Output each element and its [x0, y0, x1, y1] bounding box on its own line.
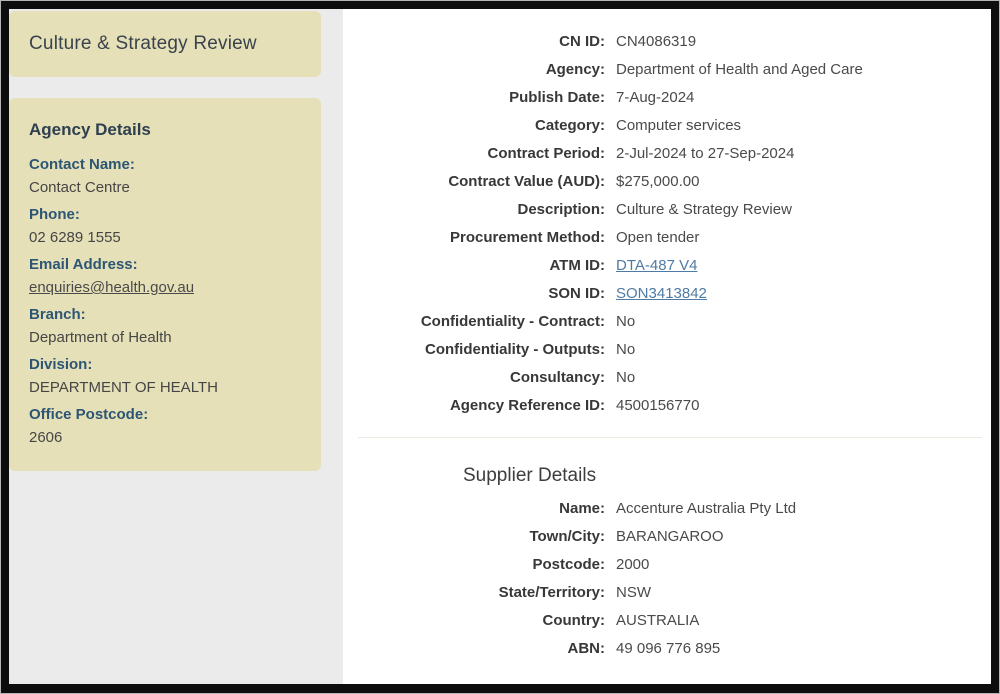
detail-value: 7-Aug-2024	[616, 89, 695, 106]
detail-row: Agency: Department of Health and Aged Ca…	[343, 56, 991, 84]
detail-label: Agency:	[545, 61, 605, 78]
detail-label: Contract Period:	[487, 145, 605, 162]
sidebar: Culture & Strategy Review Agency Details…	[9, 9, 343, 684]
agency-field-label: Division:	[29, 356, 93, 373]
agency-field-value: enquiries@health.gov.au	[29, 278, 301, 297]
detail-value: AUSTRALIA	[616, 612, 700, 629]
detail-value: 49 096 776 895	[616, 640, 721, 657]
agency-details-heading: Agency Details	[29, 120, 151, 139]
detail-label: Town/City:	[529, 528, 605, 545]
detail-value: SON3413842	[605, 280, 707, 308]
detail-row: Contract Value (AUD): $275,000.00	[343, 168, 991, 196]
detail-value: Accenture Australia Pty Ltd	[616, 500, 797, 517]
supplier-rows: Name: Accenture Australia Pty Ltd Town/C…	[343, 495, 991, 663]
agency-details-panel: Agency Details Contact Name: Contact Cen…	[9, 98, 321, 471]
detail-label: Description:	[517, 201, 605, 218]
detail-label: Contract Value (AUD):	[448, 173, 605, 190]
detail-label: Agency Reference ID:	[449, 397, 605, 414]
detail-label: Postcode:	[532, 556, 605, 573]
detail-row: Contract Period: 2-Jul-2024 to 27-Sep-20…	[343, 140, 991, 168]
detail-row: ABN: 49 096 776 895	[343, 635, 991, 663]
agency-field: Branch: Department of Health	[29, 305, 301, 347]
detail-row: Publish Date: 7-Aug-2024	[343, 84, 991, 112]
detail-label: Confidentiality - Contract:	[420, 313, 605, 330]
agency-field: Email Address: enquiries@health.gov.au	[29, 255, 301, 297]
detail-row: Country: AUSTRALIA	[343, 607, 991, 635]
detail-value: Department of Health and Aged Care	[616, 61, 863, 78]
detail-row: Consultancy: No	[343, 364, 991, 392]
agency-field-label: Contact Name:	[29, 156, 135, 173]
detail-row: ATM ID: DTA-487 V4	[343, 252, 991, 280]
agency-field: Division: DEPARTMENT OF HEALTH	[29, 355, 301, 397]
detail-label: ABN:	[567, 640, 606, 657]
detail-label: Procurement Method:	[449, 229, 605, 246]
detail-value: 4500156770	[616, 397, 700, 414]
agency-field-label: Office Postcode:	[29, 406, 149, 423]
detail-value: No	[616, 313, 636, 330]
detail-value: DTA-487 V4	[605, 252, 697, 280]
detail-row: SON ID: SON3413842	[343, 280, 991, 308]
detail-label: Country:	[542, 612, 606, 629]
detail-row: Name: Accenture Australia Pty Ltd	[343, 495, 991, 523]
agency-field-label: Phone:	[29, 206, 80, 223]
detail-value: 2000	[616, 556, 650, 573]
detail-value: CN4086319	[616, 33, 697, 50]
agency-field-label: Branch:	[29, 306, 86, 323]
detail-label: ATM ID:	[549, 257, 605, 274]
detail-value: Open tender	[616, 229, 700, 246]
detail-label: SON ID:	[548, 285, 605, 302]
title-panel: Culture & Strategy Review	[9, 11, 321, 77]
detail-value: NSW	[616, 584, 651, 601]
agency-field-value: Contact Centre	[29, 179, 130, 196]
detail-label: Consultancy:	[509, 369, 605, 386]
detail-value: Computer services	[616, 117, 742, 134]
detail-label: Category:	[534, 117, 605, 134]
detail-row: Postcode: 2000	[343, 551, 991, 579]
detail-value: Culture & Strategy Review	[616, 201, 792, 218]
detail-value: No	[616, 369, 636, 386]
detail-row: Description: Culture & Strategy Review	[343, 196, 991, 224]
agency-field: Office Postcode: 2606	[29, 405, 301, 447]
contract-details-panel: CN ID: CN4086319 Agency: Department of H…	[343, 9, 991, 684]
detail-label: Name:	[559, 500, 605, 517]
supplier-details-heading: Supplier Details	[463, 465, 597, 486]
detail-link[interactable]: DTA-487 V4	[616, 257, 698, 274]
detail-label: Confidentiality - Outputs:	[425, 341, 605, 358]
detail-label: Publish Date:	[509, 89, 605, 106]
detail-value: No	[616, 341, 636, 358]
detail-row: CN ID: CN4086319	[343, 28, 991, 56]
agency-field-value: 02 6289 1555	[29, 229, 121, 246]
section-divider	[358, 437, 982, 438]
detail-row: Procurement Method: Open tender	[343, 224, 991, 252]
detail-row: Category: Computer services	[343, 112, 991, 140]
agency-field: Phone: 02 6289 1555	[29, 205, 301, 247]
detail-label: CN ID:	[559, 33, 605, 50]
contract-rows: CN ID: CN4086319 Agency: Department of H…	[343, 28, 991, 420]
detail-value: 2-Jul-2024 to 27-Sep-2024	[616, 145, 795, 162]
agency-field-value: 2606	[29, 429, 63, 446]
agency-field-value: Department of Health	[29, 329, 172, 346]
agency-fields-list: Contact Name: Contact Centre Phone: 02 6…	[29, 155, 301, 447]
detail-row: Town/City: BARANGAROO	[343, 523, 991, 551]
detail-value: BARANGAROO	[616, 528, 724, 545]
detail-label: State/Territory:	[498, 584, 605, 601]
agency-field-label: Email Address:	[29, 256, 138, 273]
detail-value: $275,000.00	[616, 173, 700, 190]
detail-link[interactable]: SON3413842	[616, 285, 707, 302]
agency-field-value: DEPARTMENT OF HEALTH	[29, 379, 218, 396]
detail-row: Confidentiality - Contract: No	[343, 308, 991, 336]
page-title: Culture & Strategy Review	[29, 33, 257, 54]
agency-field: Contact Name: Contact Centre	[29, 155, 301, 197]
detail-row: Agency Reference ID: 4500156770	[343, 392, 991, 420]
agency-field-link[interactable]: enquiries@health.gov.au	[29, 279, 195, 296]
detail-row: Confidentiality - Outputs: No	[343, 336, 991, 364]
detail-row: State/Territory: NSW	[343, 579, 991, 607]
